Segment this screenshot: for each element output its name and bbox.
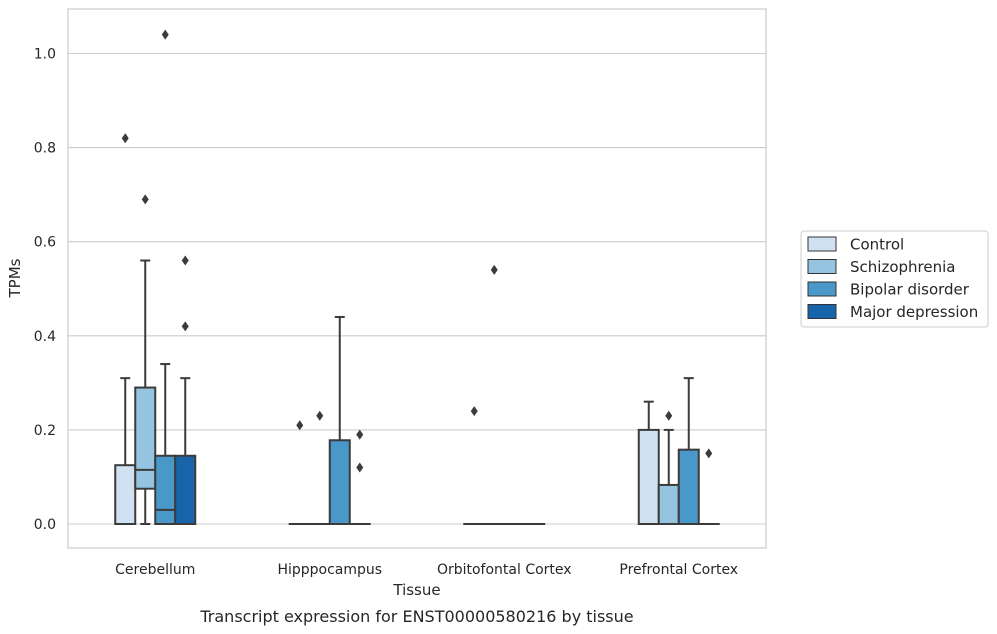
plot-frame xyxy=(67,8,767,549)
outlier-point xyxy=(296,420,304,431)
box-group xyxy=(154,29,177,525)
outlier-point xyxy=(161,29,169,40)
box-group xyxy=(288,420,311,526)
y-axis-title: TPMs xyxy=(6,258,24,298)
box xyxy=(637,428,660,525)
legend-label: Schizophrenia xyxy=(850,258,955,276)
chart-caption: Transcript expression for ENST0000058021… xyxy=(199,607,633,626)
box xyxy=(328,439,351,526)
box-group xyxy=(134,194,157,525)
box-group xyxy=(174,255,197,525)
y-tick-label: 1.0 xyxy=(34,47,56,63)
legend-swatch xyxy=(807,281,837,297)
box-group xyxy=(328,315,351,526)
box-group xyxy=(483,264,506,526)
outlier-point xyxy=(121,133,129,144)
outlier-point xyxy=(181,321,189,332)
legend-swatch xyxy=(807,304,837,319)
box-group xyxy=(308,410,331,526)
box xyxy=(657,483,680,525)
box-group xyxy=(114,133,137,525)
outlier-point xyxy=(470,406,478,417)
x-tick-label: Cerebellum xyxy=(115,562,195,578)
legend-label: Major depression xyxy=(850,303,978,321)
outlier-point xyxy=(356,429,364,440)
y-tick-label: 0.0 xyxy=(34,517,56,533)
legend-label: Bipolar disorder xyxy=(850,281,970,299)
legend-swatch xyxy=(807,259,837,274)
outlier-point xyxy=(665,410,673,421)
box-group xyxy=(697,448,720,526)
y-tick-label: 0.4 xyxy=(34,329,56,345)
outlier-point xyxy=(490,264,498,275)
outlier-point xyxy=(316,410,324,421)
box xyxy=(114,464,137,525)
y-tick-label: 0.2 xyxy=(34,423,56,439)
outlier-point xyxy=(141,194,149,205)
x-axis-title: Tissue xyxy=(392,581,440,599)
legend-frame xyxy=(800,230,989,328)
box-group xyxy=(677,377,700,526)
outlier-point xyxy=(705,448,713,459)
x-tick-label: Orbitofontal Cortex xyxy=(437,562,572,578)
box xyxy=(677,448,700,526)
x-tick-labels: Cerebellum Hipppocampus Orbitofontal Corte… xyxy=(115,562,738,578)
box-group xyxy=(637,400,660,525)
outlier-point xyxy=(181,255,189,266)
y-tick-labels: 0.0 0.2 0.4 0.6 0.8 1.0 xyxy=(34,47,56,534)
grid-lines xyxy=(68,52,766,525)
x-tick-label: Prefrontal Cortex xyxy=(619,562,738,578)
box xyxy=(174,454,197,525)
legend-label: Control xyxy=(850,236,904,254)
box-group xyxy=(463,406,486,526)
box-groups xyxy=(114,29,720,526)
legend-swatch xyxy=(807,236,837,252)
box xyxy=(154,454,177,525)
box-group xyxy=(657,410,680,525)
x-tick-label: Hipppocampus xyxy=(277,562,382,578)
box xyxy=(134,386,157,490)
box-group xyxy=(348,429,371,526)
y-tick-label: 0.8 xyxy=(34,141,56,157)
legend: Control Schizophrenia Bipolar disorder Majo… xyxy=(800,230,989,328)
y-tick-label: 0.6 xyxy=(34,235,56,251)
outlier-point xyxy=(356,462,364,473)
